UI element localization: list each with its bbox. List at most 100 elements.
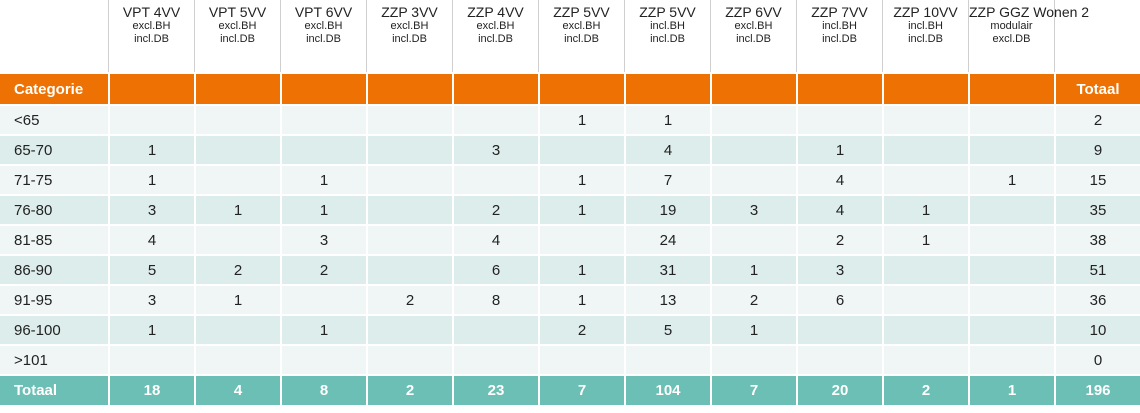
table-cell: 1 xyxy=(194,284,280,314)
column-header: ZZP 5VV incl.BH incl.DB xyxy=(624,0,710,72)
table-cell: 2 xyxy=(452,194,538,224)
column-header-name: ZZP 4VV xyxy=(467,4,524,20)
table-cell: 1 xyxy=(538,104,624,134)
category-header-cell xyxy=(624,72,710,104)
table-cell xyxy=(366,254,452,284)
column-total-cell: 7 xyxy=(538,374,624,405)
column-header: ZZP 10VV incl.BH incl.DB xyxy=(882,0,968,72)
table-row: >101 0 xyxy=(0,344,1140,374)
table-row: 86-90 5 2 2 6 1 31 1 3 51 xyxy=(0,254,1140,284)
table-cell: 6 xyxy=(796,284,882,314)
table-cell: 3 xyxy=(710,194,796,224)
column-total-cell: 2 xyxy=(366,374,452,405)
table-cell xyxy=(968,254,1054,284)
row-label: 96-100 xyxy=(0,314,108,344)
table-cell xyxy=(882,314,968,344)
column-total-cell: 7 xyxy=(710,374,796,405)
column-header-name: ZZP 5VV xyxy=(639,4,696,20)
table-cell: 1 xyxy=(624,104,710,134)
column-header-name: VPT 5VV xyxy=(208,4,267,20)
row-total-cell: 51 xyxy=(1054,254,1140,284)
column-total-cell: 104 xyxy=(624,374,710,405)
table-cell xyxy=(968,194,1054,224)
column-header-name: ZZP 7VV xyxy=(811,4,868,20)
column-header: VPT 5VV excl.BH incl.DB xyxy=(194,0,280,72)
column-header-name: ZZP 5VV xyxy=(553,4,610,20)
column-total-cell: 1 xyxy=(968,374,1054,405)
column-header-subtitle: incl.DB xyxy=(822,33,857,45)
table-cell xyxy=(538,134,624,164)
row-total-cell: 10 xyxy=(1054,314,1140,344)
table-cell: 4 xyxy=(796,194,882,224)
column-total-cell: 18 xyxy=(108,374,194,405)
table-cell xyxy=(194,224,280,254)
column-header-subtitle: excl.BH xyxy=(218,20,257,32)
column-header-subtitle: excl.BH xyxy=(132,20,171,32)
totals-row: Totaal 18 4 8 2 23 7 104 7 20 2 1 196 xyxy=(0,374,1140,405)
table-cell xyxy=(194,314,280,344)
row-total-cell: 38 xyxy=(1054,224,1140,254)
column-header-name: ZZP 3VV xyxy=(381,4,438,20)
table-cell xyxy=(194,134,280,164)
row-total-cell: 36 xyxy=(1054,284,1140,314)
column-header-subtitle: incl.DB xyxy=(220,33,255,45)
category-header-cell xyxy=(452,72,538,104)
table-cell: 1 xyxy=(194,194,280,224)
column-header: ZZP GGZ Wonen 2 modulair excl.DB xyxy=(968,0,1089,72)
column-header-row: VPT 4VV excl.BH incl.DB VPT 5VV excl.BH incl.… xyxy=(0,0,1140,72)
table-cell xyxy=(710,134,796,164)
table-cell xyxy=(882,344,968,374)
table-cell: 13 xyxy=(624,284,710,314)
table-cell: 6 xyxy=(452,254,538,284)
table-cell xyxy=(796,104,882,134)
category-header-row: Categorie Totaal xyxy=(0,72,1140,104)
column-total-cell: 23 xyxy=(452,374,538,405)
table-cell: 1 xyxy=(882,224,968,254)
table-cell: 1 xyxy=(710,314,796,344)
table-cell: 31 xyxy=(624,254,710,284)
column-header-name: ZZP 6VV xyxy=(725,4,782,20)
table-cell: 5 xyxy=(624,314,710,344)
column-header-name: VPT 6VV xyxy=(294,4,353,20)
table-cell: 3 xyxy=(280,224,366,254)
table-cell xyxy=(882,104,968,134)
grand-total-cell: 196 xyxy=(1054,374,1140,405)
column-header-subtitle: excl.BH xyxy=(562,20,601,32)
table-cell xyxy=(280,134,366,164)
table-cell xyxy=(710,224,796,254)
row-total-cell: 2 xyxy=(1054,104,1140,134)
row-total-cell: 15 xyxy=(1054,164,1140,194)
row-label: >101 xyxy=(0,344,108,374)
table-cell xyxy=(366,344,452,374)
header-corner xyxy=(0,0,108,72)
table-cell xyxy=(710,344,796,374)
table-cell: 1 xyxy=(108,314,194,344)
table-cell xyxy=(108,344,194,374)
table-cell xyxy=(968,224,1054,254)
column-header-subtitle: incl.DB xyxy=(908,33,943,45)
category-header-cell xyxy=(882,72,968,104)
column-header-subtitle: excl.BH xyxy=(390,20,429,32)
table-cell xyxy=(108,104,194,134)
table-cell xyxy=(280,344,366,374)
table-cell: 1 xyxy=(538,194,624,224)
column-header-subtitle: incl.DB xyxy=(736,33,771,45)
table-cell xyxy=(194,344,280,374)
table-cell: 2 xyxy=(366,284,452,314)
column-header: ZZP 3VV excl.BH incl.DB xyxy=(366,0,452,72)
column-header-subtitle: excl.DB xyxy=(992,33,1031,45)
table-cell: 19 xyxy=(624,194,710,224)
table-cell xyxy=(968,284,1054,314)
category-header-cell xyxy=(280,72,366,104)
column-header: VPT 4VV excl.BH incl.DB xyxy=(108,0,194,72)
table-cell xyxy=(882,254,968,284)
category-header-cell xyxy=(108,72,194,104)
column-header: ZZP 5VV excl.BH incl.DB xyxy=(538,0,624,72)
table-cell xyxy=(968,104,1054,134)
table-cell xyxy=(366,194,452,224)
table-cell xyxy=(194,104,280,134)
row-label: <65 xyxy=(0,104,108,134)
table-cell: 2 xyxy=(194,254,280,284)
row-label: 91-95 xyxy=(0,284,108,314)
table-cell: 1 xyxy=(280,164,366,194)
